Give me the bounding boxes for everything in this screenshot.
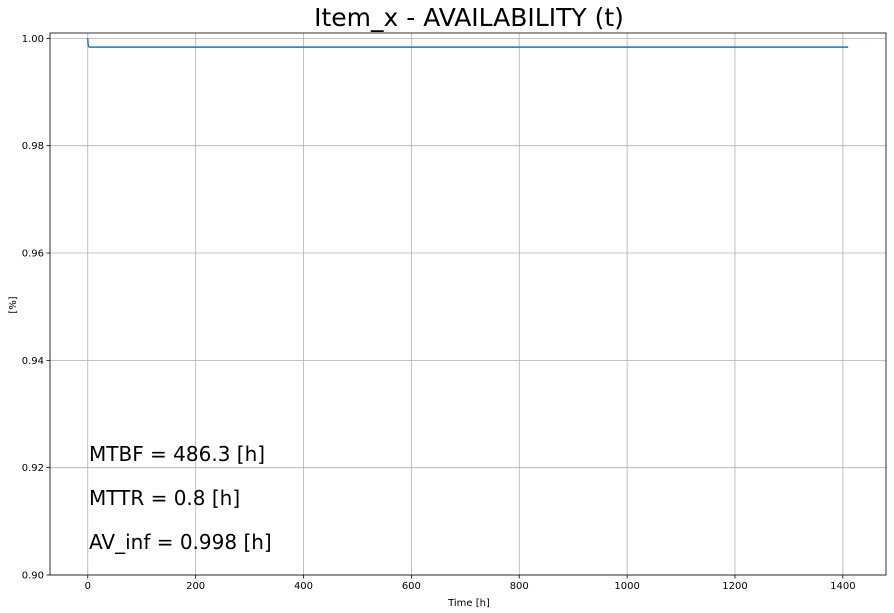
x-tick-label: 600: [402, 581, 421, 592]
y-tick-label: 1.00: [22, 34, 44, 45]
x-tick-label: 800: [510, 581, 529, 592]
x-tick-label: 1400: [830, 581, 855, 592]
x-tick-label: 1200: [722, 581, 747, 592]
availability-series-line: [87, 38, 849, 48]
chart-title: Item_x - AVAILABILITY (t): [314, 3, 624, 32]
plot-frame: [49, 32, 887, 576]
stat-annotation: AV_inf = 0.998 [h]: [89, 530, 272, 554]
stat-annotation: MTTR = 0.8 [h]: [89, 486, 240, 510]
y-tick-label: 0.92: [22, 463, 44, 474]
annotation-layer: MTBF = 486.3 [h] MTTR = 0.8 [h] AV_inf = 0…: [89, 442, 272, 554]
y-tick-label: 0.94: [22, 356, 44, 367]
x-tick-label: 200: [186, 581, 205, 592]
y-axis-label: [%]: [8, 296, 19, 313]
x-axis-label: Time [h]: [447, 598, 490, 609]
y-tick-label: 0.90: [22, 571, 44, 582]
x-tick-label: 0: [85, 581, 91, 592]
y-tick-label: 0.96: [22, 249, 44, 260]
tick-layer: 0 200 400 600 800 1000 1200 1400 0.90 0.92 0.94 0.9…: [22, 34, 856, 592]
stat-annotation: MTBF = 486.3 [h]: [89, 442, 265, 466]
y-tick-label: 0.98: [22, 141, 44, 152]
grid-layer: [50, 33, 886, 576]
x-tick-label: 1000: [614, 581, 639, 592]
series-layer: [87, 38, 849, 48]
x-tick-label: 400: [294, 581, 313, 592]
